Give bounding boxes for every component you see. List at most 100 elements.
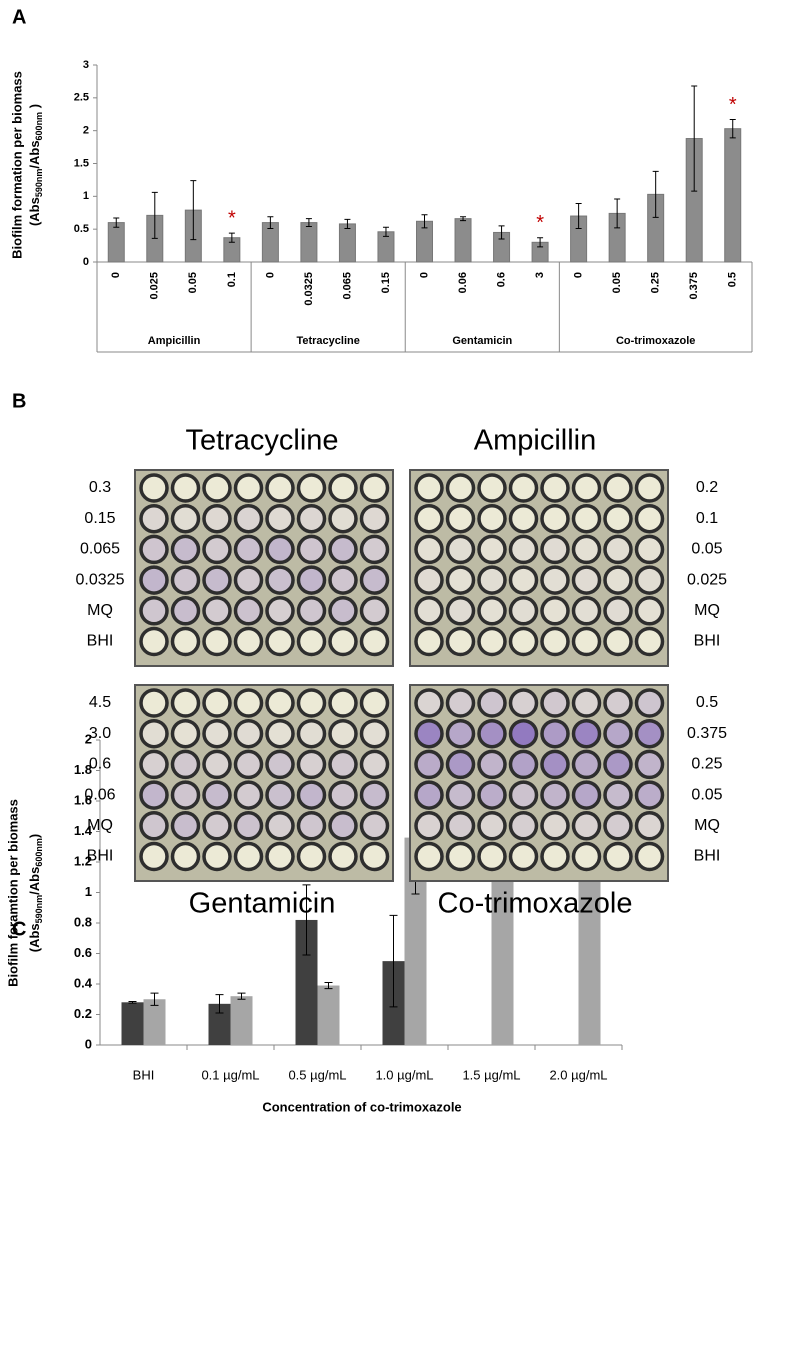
well: [202, 473, 232, 503]
well: [233, 596, 264, 626]
x-tick-label: 0.06: [457, 272, 469, 293]
row-label: 0.3: [89, 479, 111, 496]
y-tick-label: 1.2: [74, 853, 92, 868]
bar: [454, 218, 472, 263]
row-label: 0.6: [89, 756, 111, 773]
bar: [121, 1002, 144, 1045]
well: [508, 780, 539, 810]
group-label: Tetracycline: [296, 335, 359, 347]
well: [328, 503, 358, 534]
well: [359, 841, 390, 872]
x-tick-label: 0.05: [187, 272, 199, 293]
well: [265, 718, 295, 749]
well: [296, 534, 327, 565]
well: [571, 473, 602, 503]
x-tick-label: 3: [534, 272, 546, 278]
well: [571, 749, 602, 780]
x-tick-label: 1.0 µg/mL: [375, 1067, 433, 1082]
error-bar: [151, 191, 158, 239]
well: [445, 503, 476, 534]
error-bar: [614, 198, 621, 229]
well: [202, 503, 232, 534]
x-tick-label: 0.15: [380, 272, 392, 293]
y-tick-label: 2: [83, 125, 89, 137]
row-label: BHI: [694, 633, 721, 650]
y-tick-label: 0: [83, 256, 89, 268]
well: [603, 780, 633, 810]
well: [139, 473, 169, 503]
well: [202, 841, 232, 872]
well: [170, 626, 201, 657]
well: [634, 841, 665, 872]
well: [634, 534, 665, 565]
well: [571, 841, 602, 872]
well: [265, 473, 295, 503]
well: [296, 688, 327, 718]
bar: [230, 996, 253, 1045]
bar: [300, 222, 318, 263]
row-label: 0.05: [691, 786, 722, 803]
y-tick-label: 1.4: [74, 823, 93, 838]
well: [634, 626, 665, 657]
well: [603, 626, 633, 657]
error-bar: [421, 214, 428, 229]
well: [265, 596, 295, 626]
well: [265, 688, 295, 718]
y-axis-label: Biofilm foramtion per biomass: [5, 799, 20, 987]
well: [445, 626, 476, 657]
group-label: Gentamicin: [452, 335, 512, 347]
well: [359, 749, 390, 780]
row-label: 0.2: [696, 479, 718, 496]
y-tick-label: 0: [85, 1036, 92, 1051]
label-part: /Abs: [27, 867, 42, 895]
group-label: Co-trimoxazole: [616, 335, 695, 347]
error-bar: [324, 981, 333, 990]
well: [603, 596, 633, 626]
well: [540, 565, 570, 595]
well: [571, 718, 602, 749]
well: [603, 749, 633, 780]
well: [571, 534, 602, 565]
well: [265, 565, 295, 595]
y-tick-label: 1.8: [74, 762, 92, 777]
well: [414, 473, 444, 503]
y-tick-label: 2: [85, 731, 92, 746]
well: [265, 626, 295, 657]
label-part: (Abs: [27, 197, 42, 226]
error-bar: [237, 992, 246, 1000]
well: [571, 780, 602, 810]
row-label: BHI: [87, 633, 114, 650]
well: [540, 473, 570, 503]
x-tick-label: 0.05: [611, 272, 623, 293]
well: [328, 534, 358, 565]
y-axis-label: Biofilm formation per biomass: [9, 71, 24, 259]
well: [139, 688, 169, 718]
x-tick-label: 0: [264, 272, 276, 278]
well: [445, 811, 476, 841]
well: [634, 473, 665, 503]
row-label: 0.1: [696, 510, 718, 527]
well: [296, 718, 327, 749]
well: [265, 503, 295, 534]
error-bar: [302, 884, 311, 956]
well: [170, 534, 201, 565]
label-part: (Abs: [27, 923, 42, 952]
well: [603, 473, 633, 503]
well: [477, 811, 507, 841]
well: [233, 688, 264, 718]
row-label: BHI: [694, 848, 721, 865]
x-tick-label: 0.025: [149, 272, 161, 300]
well: [571, 596, 602, 626]
error-bar: [128, 1001, 137, 1004]
well: [139, 626, 169, 657]
y-tick-label: 0.8: [74, 914, 92, 929]
well: [170, 565, 201, 595]
y-axis-label: (Abs590nm/Abs600nm): [27, 834, 44, 952]
well: [359, 780, 390, 810]
bar: [107, 222, 125, 263]
well: [508, 626, 539, 657]
y-tick-label: 0.6: [74, 945, 92, 960]
well: [571, 565, 602, 595]
well: [540, 626, 570, 657]
